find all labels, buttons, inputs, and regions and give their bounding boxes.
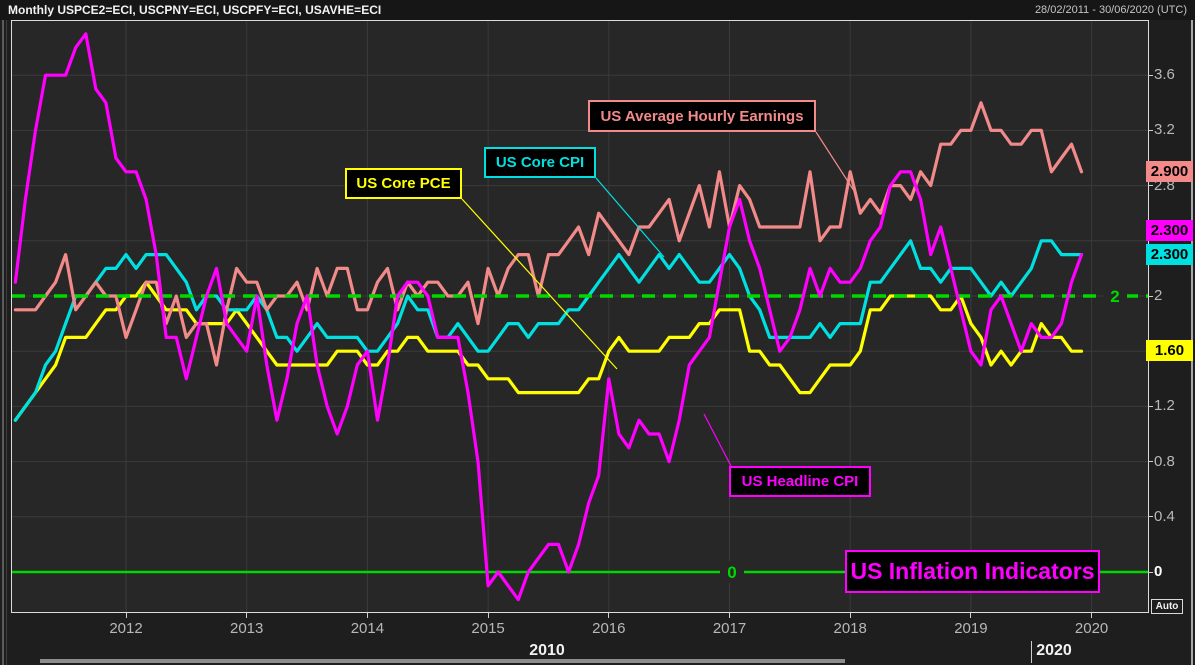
last-value-badge-3: 1.60: [1146, 340, 1193, 361]
y-tick-mark: [1148, 461, 1153, 463]
series-line-us-core-cpi: [13, 239, 1084, 422]
y-tick-label-0.4: 0.4: [1154, 507, 1175, 525]
callout-leader-core_cpi: [595, 177, 665, 258]
left-splitter-line: [6, 20, 7, 665]
left-splitter-handle[interactable]: [2, 20, 4, 665]
y-tick-mark: [1148, 405, 1153, 407]
x-tick-mark: [366, 613, 368, 618]
callout-us-headline-cpi-label: US Headline CPI: [741, 473, 859, 490]
horizontal-scrollbar-thumb[interactable]: [40, 659, 845, 663]
last-value-badge-2: 2.300: [1146, 220, 1193, 241]
x-tick-label-2015: 2015: [471, 620, 505, 637]
callout-leader-avg_hourly_earnings: [815, 131, 857, 195]
date-range-label: 28/02/2011 - 30/06/2020 (UTC): [1034, 4, 1187, 16]
x-tick-mark: [970, 613, 972, 618]
chart-canvas[interactable]: 20: [12, 21, 1148, 612]
x-tick-label-2019: 2019: [954, 620, 988, 637]
y-tick-mark: [1148, 516, 1153, 518]
callout-us-average-hourly-earnings[interactable]: US Average Hourly Earnings: [588, 100, 816, 132]
decade-label-2020: 2020: [1036, 642, 1072, 659]
y-tick-label-0.8: 0.8: [1154, 452, 1175, 470]
chart-title-text: US Inflation Indicators: [850, 558, 1095, 584]
x-tick-mark: [849, 613, 851, 618]
x-tick-label-2020: 2020: [1074, 620, 1109, 637]
callout-us-core-pce-label: US Core PCE: [356, 175, 451, 192]
x-tick-mark: [125, 613, 127, 618]
x-tick-label-2013: 2013: [230, 620, 264, 637]
y-tick-mark: [1148, 295, 1153, 297]
chart-title-bar: Monthly USPCE2=ECI, USCPNY=ECI, USCPFY=E…: [0, 0, 1195, 20]
x-tick-mark: [729, 613, 730, 618]
y-tick-label-1.2: 1.2: [1154, 397, 1175, 415]
last-value-badge-0: 2.900: [1146, 161, 1193, 182]
auto-scale-button[interactable]: Auto: [1151, 599, 1183, 614]
ref-label-mask: [720, 561, 744, 583]
y-tick-mark: [1148, 185, 1153, 187]
ref-line-label-2: 2: [1110, 287, 1119, 306]
x-tick-mark: [246, 613, 248, 618]
callout-us-core-pce[interactable]: US Core PCE: [345, 168, 462, 199]
callout-leader-core_pce: [461, 198, 618, 370]
x-tick-label-2018: 2018: [833, 620, 867, 637]
y-tick-label-2: 2: [1154, 287, 1163, 304]
last-value-badge-1: 2.300: [1146, 244, 1193, 265]
ref-line-label-0: 0: [727, 563, 736, 582]
x-tick-mark: [1091, 613, 1093, 618]
series-line-us-headline-cpi: [13, 32, 1084, 602]
decade-label-2010: 2010: [529, 642, 565, 659]
callout-us-headline-cpi[interactable]: US Headline CPI: [729, 466, 871, 497]
x-tick-label-2016: 2016: [592, 620, 626, 637]
y-tick-label-3.2: 3.2: [1154, 121, 1175, 139]
instrument-list-label: Monthly USPCE2=ECI, USCPNY=ECI, USCPFY=E…: [8, 3, 382, 17]
chart-title-box[interactable]: US Inflation Indicators: [845, 550, 1100, 593]
y-tick-mark: [1148, 129, 1153, 131]
x-tick-label-2017: 2017: [712, 620, 747, 637]
y-tick-label-0: 0: [1154, 563, 1163, 580]
x-tick-label-2012: 2012: [109, 620, 143, 637]
callout-leader-headline_cpi: [703, 413, 732, 467]
decade-divider-line: [1031, 641, 1032, 663]
y-tick-mark: [1148, 74, 1153, 76]
ref-label-mask: [1103, 285, 1127, 307]
callout-us-average-hourly-earnings-label: US Average Hourly Earnings: [600, 107, 804, 125]
series-line-us-average-hourly-earnings: [13, 101, 1084, 367]
callout-us-core-cpi-label: US Core CPI: [495, 154, 585, 171]
callout-us-core-cpi[interactable]: US Core CPI: [484, 147, 596, 178]
x-tick-label-2014: 2014: [350, 620, 385, 637]
x-tick-mark: [487, 613, 489, 618]
y-tick-label-3.6: 3.6: [1154, 66, 1175, 84]
x-tick-mark: [608, 613, 610, 618]
y-tick-mark: [1148, 571, 1153, 573]
